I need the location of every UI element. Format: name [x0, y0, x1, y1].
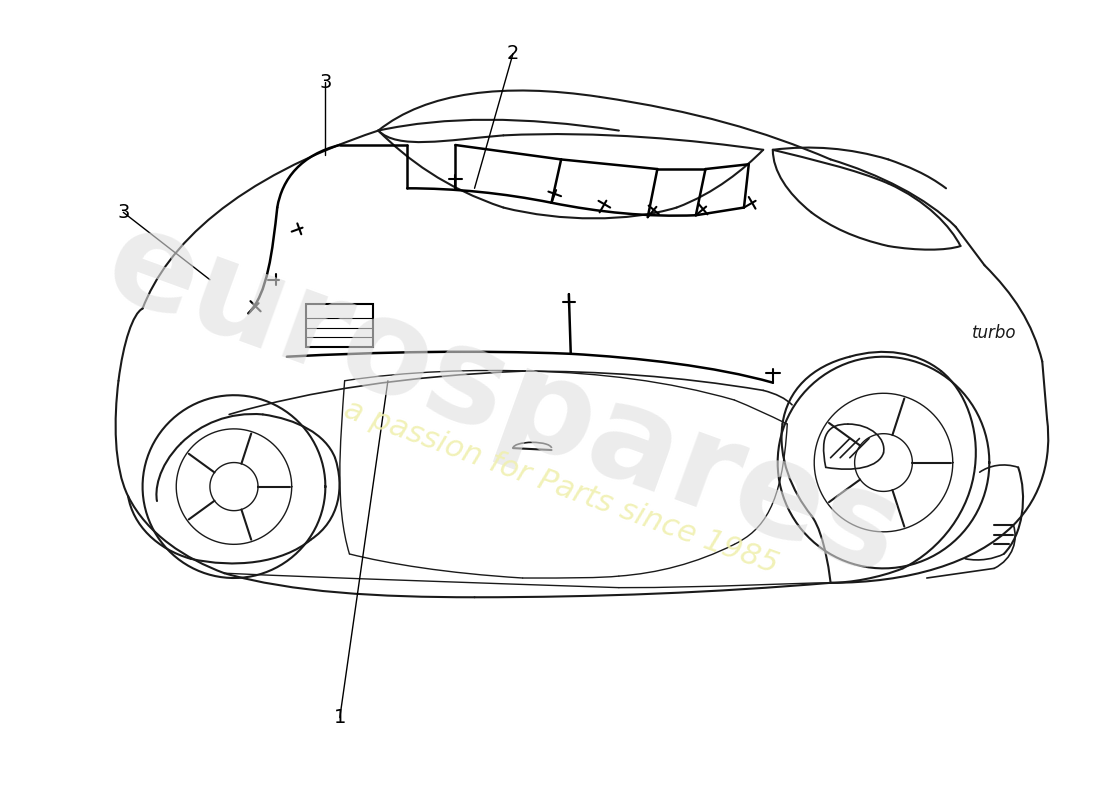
- Text: 2: 2: [507, 44, 519, 63]
- Bar: [306, 304, 374, 347]
- Text: a passion for Parts since 1985: a passion for Parts since 1985: [340, 394, 782, 579]
- Text: eurospares: eurospares: [89, 198, 917, 602]
- Text: turbo: turbo: [972, 324, 1016, 342]
- Text: 3: 3: [319, 73, 331, 92]
- Text: 3: 3: [117, 203, 130, 222]
- Text: 1: 1: [333, 708, 346, 727]
